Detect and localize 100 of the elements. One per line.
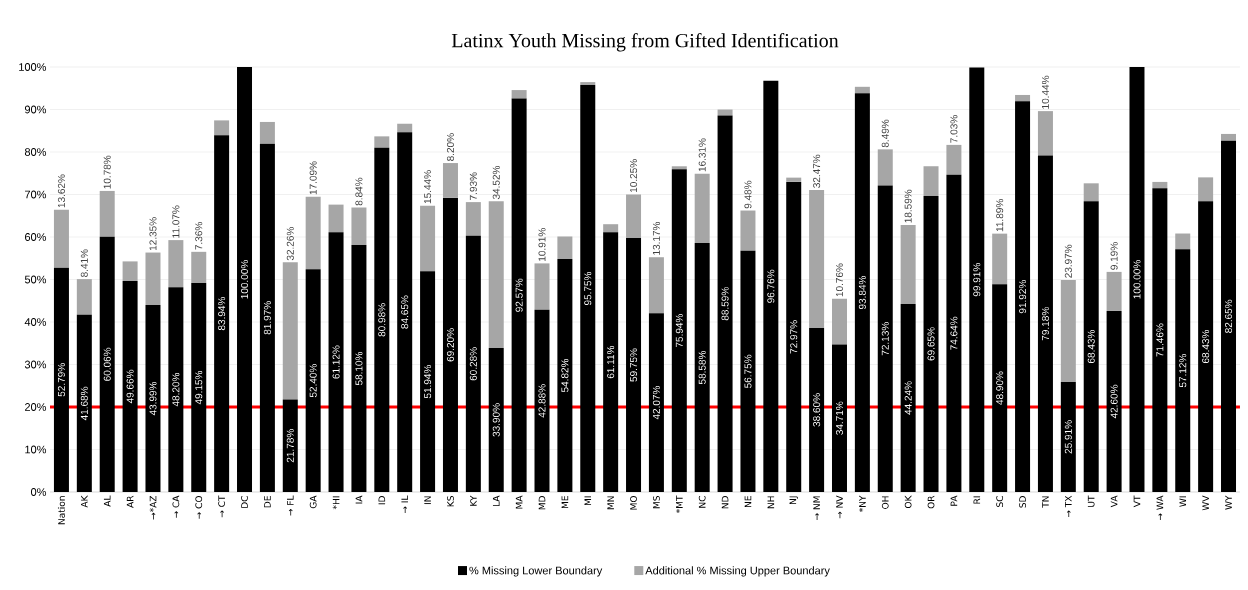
bar [99, 190, 115, 237]
data-label: 8.41% [80, 249, 88, 277]
x-tick-label: IA [355, 495, 363, 504]
data-label: 75.94% [675, 314, 683, 348]
x-tick-label: → NV [836, 495, 843, 519]
data-label: 92.57% [515, 278, 523, 312]
bar [328, 204, 344, 233]
x-tick-label: WI [1179, 496, 1187, 507]
data-label: 41.68% [80, 386, 88, 421]
data-label: 12.35% [149, 217, 157, 251]
bar [786, 181, 802, 492]
bar [442, 163, 458, 198]
bar [671, 166, 687, 170]
data-label: 33.90% [492, 403, 500, 437]
data-label: 68.43% [1087, 329, 1095, 364]
bar [1152, 188, 1168, 492]
data-label: 79.18% [1041, 307, 1049, 341]
bar [1015, 94, 1031, 102]
x-tick-label: DC [241, 496, 248, 508]
data-label: 16.31% [698, 138, 706, 172]
data-label: 56.75% [744, 354, 752, 388]
bar [1083, 201, 1099, 492]
bar [168, 240, 184, 288]
bar [282, 262, 298, 400]
bar [1106, 310, 1122, 492]
x-tick-label: MO [630, 496, 637, 510]
bar [580, 85, 596, 492]
x-tick-label: → FL [287, 495, 294, 516]
bar [76, 279, 92, 315]
bar [854, 86, 870, 94]
bar [122, 261, 138, 281]
data-label: 93.84% [858, 275, 866, 310]
chart-title: Latinx Youth Missing from Gifted Identification [451, 33, 839, 52]
bar [626, 194, 642, 239]
x-tick-label: ID [378, 496, 386, 505]
x-tick-label: LA [492, 495, 500, 507]
x-tick-label: AL [103, 495, 111, 507]
bar [580, 82, 596, 86]
data-label: 100.00% [240, 260, 249, 299]
bar [1152, 181, 1168, 189]
x-tick-label: VA [1110, 495, 1118, 508]
x-tick-label: VT [1133, 495, 1141, 508]
data-label: 7.36% [195, 222, 203, 250]
x-tick-label: WV [1202, 495, 1209, 511]
data-label: 21.78% [286, 429, 294, 463]
bar [1037, 111, 1053, 156]
x-tick-label: *HI [332, 496, 340, 510]
data-label: 54.82% [561, 358, 569, 393]
x-tick-label: MA [515, 495, 523, 509]
bar [259, 121, 275, 144]
x-tick-label: TN [1042, 496, 1049, 508]
data-label: 51.94% [424, 365, 432, 399]
x-tick-label: UT [1087, 495, 1095, 507]
bar [511, 90, 527, 99]
bar [923, 195, 939, 492]
data-label: 42.07% [652, 385, 660, 420]
x-tick-label: MI [584, 496, 592, 506]
x-tick-label: → CO [195, 496, 203, 519]
bar [237, 67, 253, 492]
bar [442, 197, 458, 492]
legend-label: Additional % Missing Upper Boundary [645, 566, 830, 577]
x-tick-label: MS [653, 496, 660, 509]
y-tick-label: 60% [25, 233, 47, 241]
data-label: 81.97% [263, 301, 271, 335]
data-label: 91.92% [1019, 280, 1027, 314]
bar [397, 132, 413, 492]
x-tick-label: WY [1225, 495, 1232, 510]
bar [1198, 201, 1214, 492]
data-label: 11.07% [172, 205, 180, 238]
bar [854, 93, 870, 492]
bar [1106, 271, 1122, 311]
data-label: 10.44% [1041, 75, 1049, 109]
data-label: 34.71% [835, 401, 844, 435]
bar [1037, 155, 1053, 492]
bar [1060, 280, 1076, 382]
bar [488, 201, 504, 348]
data-label: 43.99% [149, 381, 157, 416]
y-tick-label: 100% [19, 63, 47, 71]
bar [694, 243, 710, 492]
x-tick-label: →*AZ [149, 495, 157, 520]
data-label: 61.12% [332, 345, 340, 379]
bar [305, 269, 321, 492]
bar [282, 399, 298, 492]
bar [557, 236, 573, 260]
bar [214, 120, 230, 136]
data-label: 95.75% [584, 271, 592, 306]
data-label: 7.03% [950, 115, 958, 143]
x-tick-label: *MT [675, 495, 683, 514]
bar [809, 189, 825, 328]
data-label: 60.28% [469, 347, 477, 381]
data-label: 11.89% [996, 199, 1004, 232]
bar [717, 115, 733, 492]
bar [305, 196, 321, 270]
x-tick-label: KS [447, 496, 454, 507]
bar [465, 202, 481, 236]
bar [511, 98, 527, 492]
data-label: 83.94% [218, 297, 226, 331]
data-label: 72.97% [790, 320, 798, 354]
data-label: 60.06% [103, 347, 111, 381]
bar [763, 80, 779, 492]
